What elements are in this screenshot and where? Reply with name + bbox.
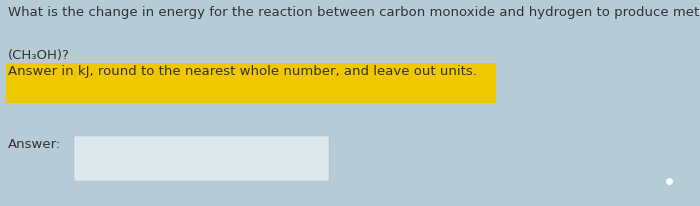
Text: Answer in kJ, round to the nearest whole number, and leave out units.: Answer in kJ, round to the nearest whole… <box>8 65 477 78</box>
Text: What is the change in energy for the reaction between carbon monoxide and hydrog: What is the change in energy for the rea… <box>8 6 700 19</box>
FancyBboxPatch shape <box>6 63 496 103</box>
FancyBboxPatch shape <box>74 136 329 181</box>
Text: (CH₃OH)?: (CH₃OH)? <box>8 49 69 62</box>
Text: Answer:: Answer: <box>8 138 61 151</box>
